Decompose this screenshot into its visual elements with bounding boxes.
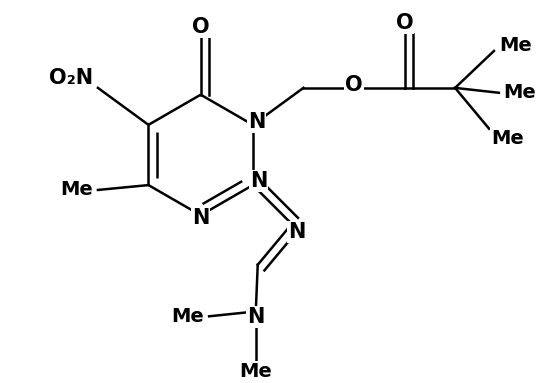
Text: O₂N: O₂N: [49, 68, 93, 88]
Text: Me: Me: [491, 129, 524, 148]
Text: Me: Me: [499, 36, 532, 55]
Text: O: O: [192, 16, 210, 37]
Text: N: N: [250, 171, 267, 191]
Text: Me: Me: [172, 307, 204, 326]
Text: Me: Me: [504, 83, 536, 102]
Text: N: N: [247, 307, 264, 327]
Text: O: O: [345, 75, 363, 95]
Text: O: O: [396, 13, 413, 33]
Text: Me: Me: [60, 180, 93, 200]
Text: Me: Me: [239, 362, 272, 381]
Text: N: N: [288, 222, 305, 242]
Text: N: N: [248, 112, 266, 132]
Text: N: N: [192, 208, 210, 228]
